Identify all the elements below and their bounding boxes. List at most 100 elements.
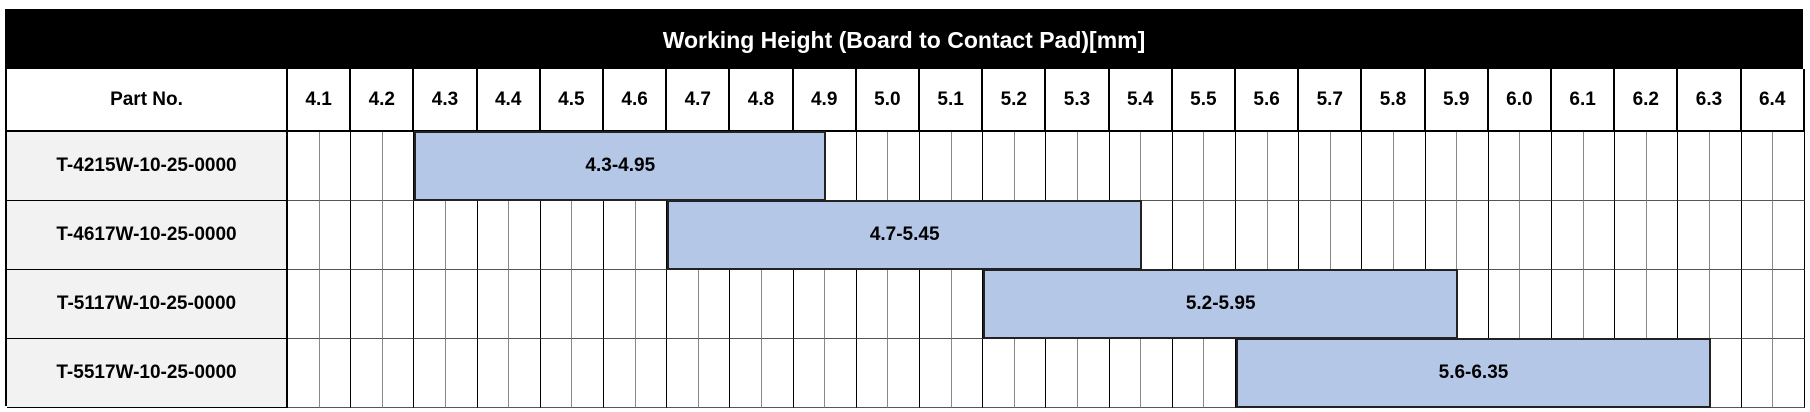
grid-cell	[856, 270, 889, 339]
grid-cell	[540, 201, 573, 270]
column-header: 4.2	[351, 69, 415, 132]
grid-cell	[1773, 132, 1805, 201]
grid-cell	[825, 270, 857, 339]
grid-cell	[446, 270, 478, 339]
grid-cell	[1204, 339, 1236, 408]
range-bar: 5.6-6.35	[1236, 338, 1711, 408]
grid-cell	[1172, 339, 1205, 408]
grid-cell	[1488, 201, 1521, 270]
part-number-cell: T-4215W-10-25-0000	[7, 132, 288, 201]
grid-cell	[1457, 132, 1489, 201]
grid-cell	[920, 270, 952, 339]
grid-cell	[951, 132, 984, 201]
grid-cell	[1425, 201, 1458, 270]
grid-cell	[635, 201, 668, 270]
grid-cell	[793, 339, 826, 408]
grid-cell	[351, 201, 383, 270]
grid-cell	[1646, 270, 1679, 339]
grid-cell	[730, 270, 762, 339]
grid-cell	[1678, 201, 1710, 270]
grid-cell	[1583, 132, 1616, 201]
grid-cell	[1078, 339, 1110, 408]
grid-cell	[951, 270, 984, 339]
grid-cell	[1583, 201, 1616, 270]
grid-cell	[1109, 339, 1142, 408]
grid-cell	[319, 132, 352, 201]
grid-cell	[540, 339, 573, 408]
column-header: 5.8	[1362, 69, 1426, 132]
grid-cell	[1457, 270, 1489, 339]
grid-cell	[288, 339, 320, 408]
grid-cell	[1773, 201, 1805, 270]
grid-cell	[1204, 132, 1236, 201]
grid-cell	[1109, 132, 1142, 201]
grid-cell	[1520, 270, 1552, 339]
grid-cell	[1362, 132, 1394, 201]
grid-cell	[288, 201, 320, 270]
table-title: Working Height (Board to Contact Pad)[mm…	[7, 11, 1801, 69]
grid-cell	[1078, 132, 1110, 201]
part-number-cell: T-5517W-10-25-0000	[7, 339, 288, 408]
column-header: 6.2	[1615, 69, 1679, 132]
column-header: 5.7	[1299, 69, 1363, 132]
column-header: 5.0	[856, 69, 920, 132]
grid-cell	[604, 339, 636, 408]
grid-cell	[1773, 270, 1805, 339]
grid-cell	[1741, 201, 1774, 270]
grid-cell	[951, 339, 984, 408]
column-header: 4.3	[414, 69, 478, 132]
column-header: 6.0	[1488, 69, 1552, 132]
column-header: 4.6	[604, 69, 668, 132]
grid-cell	[1330, 201, 1363, 270]
grid-cell	[509, 339, 541, 408]
grid-cell	[1236, 201, 1268, 270]
grid-cell	[856, 339, 889, 408]
grid-cell	[414, 201, 446, 270]
range-bar: 5.2-5.95	[983, 269, 1459, 339]
column-header: 5.4	[1109, 69, 1173, 132]
grid-cell	[888, 339, 920, 408]
grid-cell	[604, 201, 636, 270]
grid-cell	[1172, 201, 1205, 270]
grid-cell	[1710, 270, 1742, 339]
grid-cell	[983, 339, 1015, 408]
grid-cell	[477, 339, 510, 408]
grid-cell	[1172, 132, 1205, 201]
grid-cell	[1520, 201, 1552, 270]
grid-cell	[1646, 132, 1679, 201]
column-header: 5.3	[1046, 69, 1110, 132]
grid-cell	[1330, 132, 1363, 201]
grid-cell	[888, 270, 920, 339]
grid-cell	[1646, 201, 1679, 270]
grid-cell	[446, 201, 478, 270]
grid-cell	[1425, 132, 1458, 201]
grid-cell	[414, 339, 446, 408]
grid-cell	[604, 270, 636, 339]
grid-cell	[351, 270, 383, 339]
grid-cell	[540, 270, 573, 339]
column-header: 4.1	[288, 69, 352, 132]
part-number-cell: T-4617W-10-25-0000	[7, 201, 288, 270]
grid-cell	[1710, 201, 1742, 270]
grid-cell	[572, 339, 604, 408]
grid-cell	[1236, 132, 1268, 201]
grid-cell	[1741, 339, 1774, 408]
grid-cell	[825, 339, 857, 408]
grid-cell	[1046, 132, 1078, 201]
grid-cell	[1488, 132, 1521, 201]
grid-cell	[983, 132, 1015, 201]
column-header: 5.5	[1172, 69, 1236, 132]
grid-cell	[1046, 339, 1078, 408]
grid-cell	[1141, 339, 1173, 408]
grid-cell	[1520, 132, 1552, 201]
grid-cell	[1299, 201, 1331, 270]
column-header: 6.1	[1552, 69, 1616, 132]
column-header: 6.4	[1741, 69, 1805, 132]
column-header: 5.9	[1425, 69, 1489, 132]
grid-cell	[288, 270, 320, 339]
grid-cell	[1741, 270, 1774, 339]
grid-cell	[762, 270, 794, 339]
grid-cell	[1773, 339, 1805, 408]
grid-cell	[1267, 201, 1300, 270]
grid-cell	[1299, 132, 1331, 201]
